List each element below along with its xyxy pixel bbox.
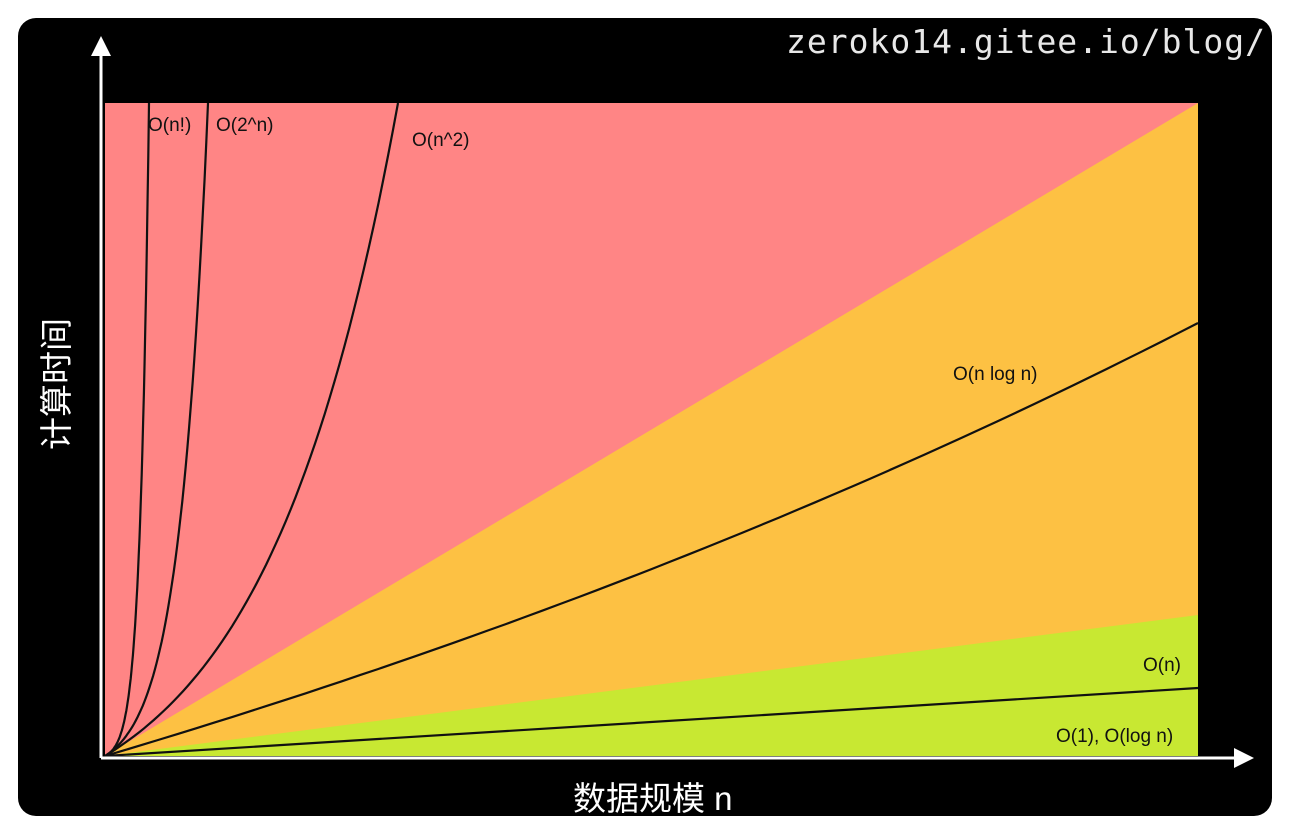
label-o-n: O(n) <box>1143 655 1181 676</box>
curve-o-n-squared <box>104 102 400 757</box>
x-axis-label: 数据规模 n <box>573 780 733 816</box>
label-o-1-o-log-n: O(1), O(log n) <box>1056 726 1173 747</box>
chart-frame: O(n!) O(2^n) O(n^2) O(n log n) O(n) O(1)… <box>18 18 1272 816</box>
curve-o-n <box>104 686 1199 758</box>
watermark: zeroko14.gitee.io/blog/ <box>786 22 1266 61</box>
y-axis-label: 计算时间 <box>38 318 75 450</box>
region-orange <box>105 103 1198 756</box>
curve-o-2-pow-n <box>104 102 210 757</box>
y-axis-arrow-icon <box>91 36 111 56</box>
label-o-n-log-n: O(n log n) <box>953 364 1037 385</box>
label-o-n-squared: O(n^2) <box>412 130 469 151</box>
label-o-2-pow-n: O(2^n) <box>216 115 273 136</box>
curve-o-n-log-n <box>104 322 1199 758</box>
region-green <box>105 615 1198 756</box>
label-o-n-factorial: O(n!) <box>148 115 191 136</box>
complexity-chart: O(n!) O(2^n) O(n^2) O(n log n) O(n) O(1)… <box>91 36 1254 768</box>
x-axis-arrow-icon <box>1234 748 1254 768</box>
